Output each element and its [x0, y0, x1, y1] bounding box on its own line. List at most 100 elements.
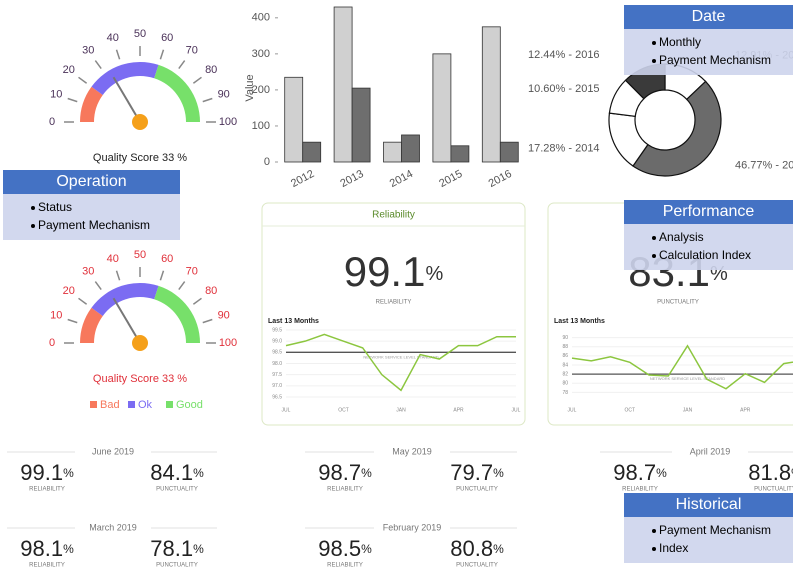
legend-swatch	[166, 401, 173, 408]
gauge-tick	[192, 76, 202, 84]
donut-label: 17.28% - 2014	[528, 142, 600, 154]
overlay-header	[624, 493, 793, 517]
kpi-number: 99.1	[344, 248, 426, 295]
y-tick-label: 99.0	[272, 338, 282, 344]
gauge-tick	[178, 60, 186, 70]
gauge-tick-label: 90	[218, 310, 230, 322]
gauge-tick-label: 10	[50, 310, 62, 322]
x-tick-label: 2012	[289, 168, 316, 190]
trend-line	[285, 333, 516, 392]
stat-unit: %	[493, 466, 504, 480]
overlay-item: Analysis	[659, 230, 704, 244]
gauge-tick-label: 70	[186, 45, 198, 57]
bar	[499, 141, 519, 163]
bar	[401, 134, 420, 163]
gauge-tick-label: 80	[205, 285, 217, 297]
gauge-tick	[67, 97, 78, 103]
stat-value: 78.1%	[150, 536, 204, 561]
trend-line	[571, 344, 793, 390]
stat-unit: %	[493, 542, 504, 556]
x-tick-label: 2013	[338, 168, 365, 190]
y-tick-label: 90	[562, 335, 568, 341]
bullet	[31, 206, 35, 210]
bullet	[652, 529, 656, 533]
y-tick-label: 0	[264, 156, 270, 168]
gauge-tick	[78, 297, 88, 305]
bar	[481, 26, 501, 163]
y-tick-label: 98.0	[272, 361, 282, 367]
gauge-tick	[202, 318, 213, 324]
legend-swatch	[90, 401, 97, 408]
x-tick-label: OCT	[338, 407, 349, 413]
gauge-tick	[178, 281, 186, 291]
gauge-tick	[94, 281, 102, 291]
y-tick-label: 97.5	[272, 372, 282, 378]
overlay-body	[624, 224, 793, 270]
stat-value: 99.1%	[20, 460, 74, 485]
stat-label: PUNCTUALITY	[456, 563, 498, 569]
donut-label: 46.77% - 2013	[735, 160, 793, 172]
gauge-tick-label: 60	[161, 253, 173, 265]
gauge-tick-label: 40	[107, 32, 119, 44]
gauge-hub	[132, 114, 148, 130]
gauge-label: Quality Score 33 %	[93, 152, 187, 164]
y-tick-label: 400	[252, 12, 270, 24]
gauge-tick-label: 40	[107, 253, 119, 265]
overlay-item: Payment Mechanism	[659, 53, 771, 67]
overlay-title: Performance	[663, 203, 755, 220]
gauge-tick	[192, 297, 202, 305]
x-tick-label: JAN	[683, 407, 693, 413]
card	[261, 202, 526, 426]
gauge-tick-label: 0	[49, 337, 55, 349]
y-tick-label: 98.5	[272, 350, 282, 356]
bar	[383, 141, 402, 163]
month-title: April 2019	[690, 446, 731, 456]
bullet	[652, 254, 656, 258]
gauge-tick-label: 0	[49, 116, 55, 128]
chart-title: Last 13 Months	[554, 318, 605, 325]
y-tick-label: 96.5	[272, 394, 282, 400]
y-tick-label: 97.0	[272, 383, 282, 389]
y-tick-label: 86	[562, 353, 568, 359]
gauge-tick	[94, 60, 102, 70]
gauge-band	[154, 64, 200, 122]
stat-number: 81.8	[748, 460, 791, 485]
stat-unit: %	[791, 466, 793, 480]
gauge-tick-label: 80	[205, 64, 217, 76]
stat-unit: %	[193, 542, 204, 556]
gauge-tick-label: 20	[63, 285, 75, 297]
stat-label: PUNCTUALITY	[754, 487, 793, 493]
gauge-band	[80, 86, 103, 122]
y-axis-label: Value	[244, 74, 256, 101]
bar	[450, 145, 470, 163]
overlay-item: Index	[659, 541, 688, 555]
gauge-tick-label: 60	[161, 32, 173, 44]
gauge-tick-label: 30	[82, 45, 94, 57]
stat-number: 99.1	[20, 460, 63, 485]
bullet	[652, 41, 656, 45]
kpi-subtitle: PUNCTUALITY	[657, 300, 699, 306]
gauge-label: Quality Score 33 %	[93, 373, 187, 385]
gauge-needle	[112, 297, 141, 344]
gauge-hub	[132, 335, 148, 351]
chart-title: Last 13 Months	[268, 318, 319, 325]
stat-number: 79.7	[450, 460, 493, 485]
stat-value: 81.8%	[748, 460, 793, 485]
overlay-item: Calculation Index	[659, 248, 751, 262]
overlay-title: Date	[692, 8, 726, 25]
overlay-item: Payment Mechanism	[38, 218, 150, 232]
month-title: May 2019	[392, 446, 432, 456]
gauge-band	[154, 285, 200, 343]
gauge-tick	[115, 49, 121, 60]
stat-unit: %	[63, 542, 74, 556]
gauge-tick	[115, 270, 121, 281]
overlay-title: Historical	[676, 496, 742, 513]
stat-value: 84.1%	[150, 460, 204, 485]
legend-label: Bad	[100, 399, 120, 411]
stat-value: 79.7%	[450, 460, 504, 485]
stat-label: RELIABILITY	[29, 563, 65, 569]
gauge-tick-label: 50	[134, 249, 146, 261]
gauge-band	[80, 307, 103, 343]
stat-label: PUNCTUALITY	[456, 487, 498, 493]
